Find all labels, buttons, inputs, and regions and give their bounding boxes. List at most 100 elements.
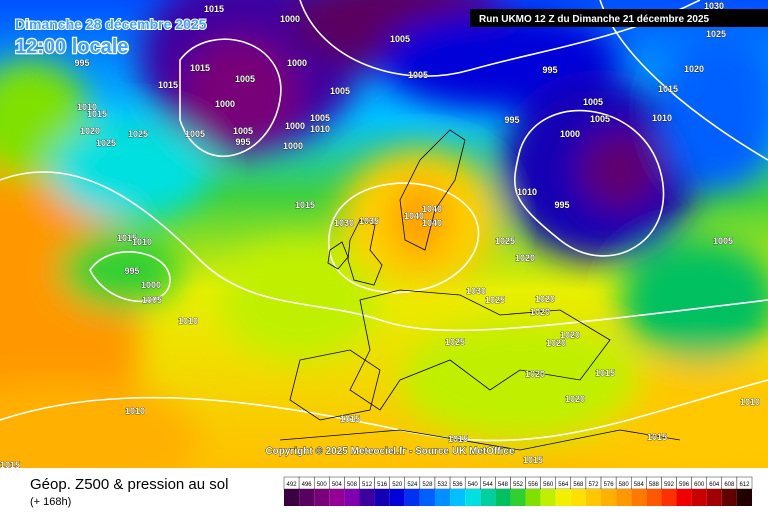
isobar-label: 995 bbox=[554, 200, 569, 210]
legend-label: 532 bbox=[438, 482, 449, 488]
isobar-label: 995 bbox=[542, 65, 557, 75]
copyright: Copyright © 2025 Meteociel.fr - Source U… bbox=[265, 446, 515, 457]
legend-swatch bbox=[540, 489, 556, 506]
isobar-label: 1030 bbox=[704, 1, 724, 11]
legend-swatch bbox=[601, 489, 617, 506]
legend-label: 512 bbox=[362, 482, 373, 488]
isobar-label: 995 bbox=[504, 115, 519, 125]
legend-label: 528 bbox=[422, 482, 433, 488]
isobar-label: 1020 bbox=[535, 294, 555, 304]
isobar-label: 1015 bbox=[448, 434, 468, 444]
isobar-label: 1025 bbox=[128, 129, 148, 139]
coastlines bbox=[279, 129, 681, 451]
isobar-label: 1030 bbox=[334, 218, 354, 228]
legend-swatch bbox=[585, 489, 602, 506]
legend-label: 588 bbox=[649, 482, 660, 488]
isobar-label: 1005 bbox=[235, 74, 255, 84]
legend-label: 572 bbox=[588, 482, 599, 488]
date-text: Dimanche 28 décembre 2025 bbox=[15, 16, 207, 32]
legend-label: 596 bbox=[679, 482, 690, 488]
isobar-label: 1005 bbox=[142, 295, 162, 305]
footer-title: Géop. Z500 & pression au sol bbox=[30, 476, 228, 493]
legend-label: 504 bbox=[332, 482, 343, 488]
isobar-label: 1040 bbox=[404, 211, 424, 221]
isobar-label: 995 bbox=[74, 58, 89, 68]
legend-swatch bbox=[706, 489, 722, 506]
legend-swatch bbox=[284, 489, 300, 506]
isobar-label: 1015 bbox=[117, 233, 137, 243]
isobar-label: 1000 bbox=[285, 121, 305, 131]
legend-label: 536 bbox=[453, 482, 464, 488]
isobar-label: 1015 bbox=[658, 84, 678, 94]
isobar-label: 1010 bbox=[132, 237, 152, 247]
isobar-label: 1020 bbox=[546, 338, 566, 348]
legend-label: 580 bbox=[619, 482, 630, 488]
isobar-label: 1005 bbox=[233, 126, 253, 136]
isobar-label: 1025 bbox=[445, 337, 465, 347]
isobar-label: 1020 bbox=[80, 126, 100, 136]
time-text: 12:00 locale bbox=[15, 36, 128, 58]
isobar-label: 1020 bbox=[565, 394, 585, 404]
isobar-label: 1020 bbox=[515, 253, 535, 263]
legend-swatch bbox=[691, 489, 707, 506]
legend-label: 604 bbox=[709, 482, 720, 488]
legend-label: 540 bbox=[468, 482, 479, 488]
isobar-label: 1005 bbox=[185, 129, 205, 139]
isobar-label: 1040 bbox=[422, 204, 442, 214]
isobar-label: 1005 bbox=[408, 70, 428, 80]
isobar-label: 1000 bbox=[141, 280, 161, 290]
legend-label: 584 bbox=[634, 482, 645, 488]
legend-label: 564 bbox=[558, 482, 569, 488]
isobar-label: 1015 bbox=[87, 109, 107, 119]
isobar-label: 1015 bbox=[595, 368, 615, 378]
isobar-label: 1015 bbox=[0, 460, 20, 470]
isobar-label: 995 bbox=[235, 137, 250, 147]
legend-label: 516 bbox=[377, 482, 388, 488]
legend-label: 556 bbox=[528, 482, 539, 488]
legend-swatch bbox=[344, 489, 360, 506]
legend-swatch bbox=[736, 489, 752, 506]
isobar-label: 1005 bbox=[390, 34, 410, 44]
isobar-label: 1005 bbox=[583, 97, 603, 107]
isobar-label: 1010 bbox=[517, 187, 537, 197]
isobar-label: 995 bbox=[124, 266, 139, 276]
legend-swatch bbox=[314, 489, 330, 506]
isobar-label: 1015 bbox=[295, 200, 315, 210]
isobar-label: 1015 bbox=[340, 414, 360, 424]
legend-label: 552 bbox=[513, 482, 524, 488]
isobar-label: 1010 bbox=[310, 124, 330, 134]
isobar-label: 1025 bbox=[485, 295, 505, 305]
legend-swatch bbox=[570, 489, 586, 506]
legend-swatch bbox=[434, 489, 451, 506]
isobar-label: 1015 bbox=[158, 80, 178, 90]
legend-swatch bbox=[721, 489, 737, 506]
isobar-label: 1010 bbox=[77, 102, 97, 112]
legend-label: 496 bbox=[302, 482, 313, 488]
isobar-label: 1035 bbox=[359, 216, 379, 226]
legend-swatch bbox=[465, 489, 481, 506]
isobar-label: 1005 bbox=[310, 113, 330, 123]
legend-swatch bbox=[646, 489, 662, 506]
run-banner bbox=[470, 9, 768, 27]
legend: 492 496 500 504 508 512 516 520 524 528 532 536 540 5… bbox=[283, 476, 753, 506]
isobar-label: 1025 bbox=[96, 138, 116, 148]
legend-label: 524 bbox=[407, 482, 418, 488]
legend-label: 612 bbox=[739, 482, 750, 488]
isobar-label: 1000 bbox=[287, 58, 307, 68]
isobar-label: 1010 bbox=[740, 397, 760, 407]
legend-swatch bbox=[450, 489, 466, 506]
isobar-label: 1000 bbox=[560, 129, 580, 139]
legend-label: 592 bbox=[664, 482, 675, 488]
legend-label: 544 bbox=[483, 482, 494, 488]
isobar-label: 1040 bbox=[422, 218, 442, 228]
legend-label: 508 bbox=[347, 482, 358, 488]
legend-swatch bbox=[661, 489, 677, 506]
footer-lead: (+ 168h) bbox=[30, 496, 71, 508]
legend-swatch bbox=[676, 489, 692, 506]
isobar-label: 1025 bbox=[706, 29, 726, 39]
isobar-label: 1025 bbox=[495, 236, 515, 246]
isobar-label: 1005 bbox=[713, 236, 733, 246]
